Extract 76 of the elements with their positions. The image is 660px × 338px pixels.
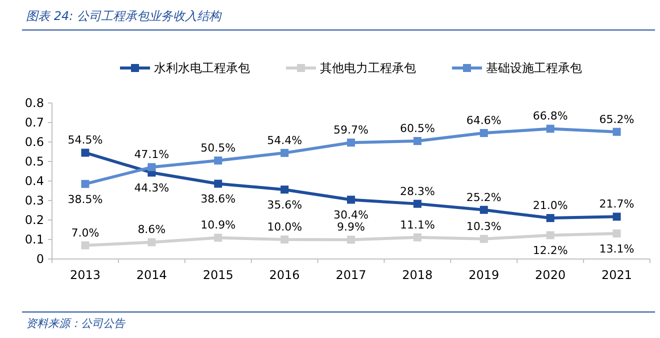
data-label: 60.5%: [400, 122, 435, 136]
point: [347, 236, 355, 244]
point: [413, 233, 422, 242]
y-tick-label: 0: [36, 252, 44, 266]
legend-label: 其他电力工程承包: [320, 61, 416, 75]
x-tick-label: 2021: [602, 268, 632, 282]
x-tick-label: 2014: [136, 268, 167, 282]
title: 图表 24: 公司工程承包业务收入结构: [26, 9, 221, 23]
data-label: 12.2%: [532, 244, 568, 258]
point: [280, 186, 289, 194]
point: [413, 137, 422, 146]
y-tick-label: 0.7: [24, 116, 44, 130]
y-tick-label: 0.5: [24, 154, 44, 168]
x-tick-label: 2013: [70, 268, 100, 282]
point: [480, 234, 488, 243]
point: [347, 138, 355, 147]
data-label: 35.6%: [267, 198, 302, 212]
y-tick-label: 0.2: [24, 213, 44, 227]
point: [480, 129, 488, 138]
x-tick-label: 2020: [535, 268, 566, 282]
point: [347, 196, 355, 204]
data-label: 21.7%: [599, 198, 634, 211]
point: [148, 163, 156, 172]
point: [81, 148, 90, 157]
point: [214, 156, 222, 165]
data-label: 65.2%: [599, 112, 634, 126]
data-label: 8.6%: [138, 223, 166, 236]
y-tick-label: 0.8: [24, 96, 44, 110]
y-tick-label: 0.4: [24, 174, 44, 188]
data-label: 10.9%: [200, 218, 236, 232]
data-label: 30.4%: [334, 208, 368, 222]
point: [612, 229, 621, 238]
data-label: 59.7%: [334, 124, 368, 137]
data-label: 38.5%: [68, 192, 103, 206]
y-tick-label: 0.3: [24, 194, 44, 208]
point: [612, 128, 621, 136]
data-label: 54.4%: [267, 134, 302, 147]
point: [280, 148, 289, 157]
point: [612, 212, 621, 221]
data-label: 25.2%: [466, 190, 502, 204]
x-tick-label: 2016: [269, 268, 300, 282]
data-label: 9.9%: [337, 220, 365, 234]
x-tick-label: 2019: [468, 268, 500, 282]
point: [81, 180, 90, 188]
data-label: 10.3%: [466, 220, 502, 233]
data-label: 28.3%: [400, 184, 435, 198]
data-label: 44.3%: [134, 182, 170, 195]
point: [81, 241, 90, 250]
text: 资料来源：公司公告: [26, 317, 126, 330]
x-tick-label: 2015: [202, 268, 234, 282]
y-tick-label: 0.6: [24, 135, 44, 149]
data-label: 66.8%: [532, 110, 568, 123]
data-label: 54.5%: [68, 134, 103, 147]
point: [214, 180, 222, 188]
data-label: 21.0%: [532, 199, 568, 212]
legend-label: 水利水电工程承包: [154, 61, 250, 75]
point: [280, 236, 289, 244]
point: [413, 200, 422, 208]
y-tick-label: 0.1: [24, 232, 44, 246]
point: [214, 234, 222, 242]
data-label: 50.5%: [200, 142, 236, 155]
data-label: 13.1%: [599, 242, 634, 256]
point: [148, 238, 156, 246]
data-label: 64.6%: [466, 114, 502, 128]
data-label: 10.0%: [267, 220, 302, 234]
legend-label: 基础设施工程承包: [486, 61, 582, 75]
data-label: 11.1%: [400, 218, 435, 232]
x-tick-label: 2017: [336, 268, 366, 282]
point: [546, 231, 554, 240]
x-tick-label: 2018: [402, 268, 433, 282]
data-label: 7.0%: [71, 226, 100, 240]
point: [480, 206, 488, 214]
point: [546, 124, 554, 133]
point: [546, 214, 554, 222]
data-label: 47.1%: [134, 148, 170, 162]
data-label: 38.6%: [200, 192, 236, 206]
